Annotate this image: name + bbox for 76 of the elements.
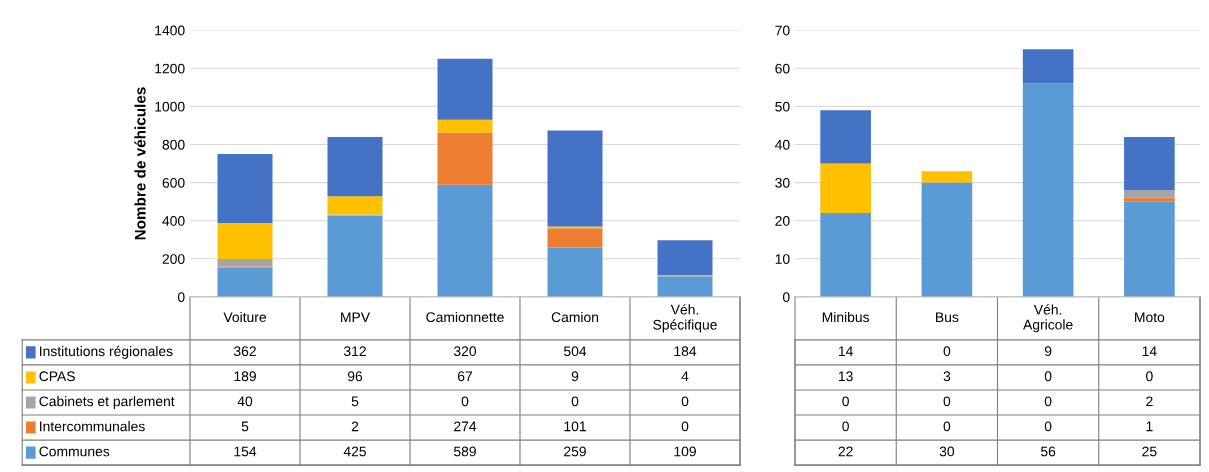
x-tick-label: Voiture (223, 311, 267, 323)
data-label: 312 (343, 346, 366, 357)
x-tick-label: Véh. Spécifique (653, 304, 717, 333)
data-label: 9 (1044, 346, 1052, 357)
data-label: 362 (233, 346, 256, 357)
data-label: 22 (838, 446, 853, 457)
data-label: 320 (453, 346, 477, 357)
data-label: 0 (1146, 371, 1153, 382)
legend-label: CPAS (39, 371, 75, 382)
x-tick-label: Camion (551, 311, 599, 323)
data-label: 14 (838, 346, 853, 356)
data-label: 589 (453, 446, 476, 457)
data-label: 14 (1142, 346, 1157, 356)
data-label: 0 (461, 396, 469, 407)
data-label: 184 (674, 346, 697, 357)
data-label: 4 (681, 371, 689, 382)
data-label: 189 (234, 371, 256, 382)
y-tick-label: 400 (162, 216, 185, 226)
data-label: 56 (1040, 446, 1056, 457)
data-label: 504 (563, 346, 587, 357)
y-tick-label: 600 (162, 177, 185, 188)
data-label: 0 (943, 396, 951, 407)
y-tick-label: 20 (775, 216, 790, 226)
legend-label: Communes (39, 446, 110, 457)
data-label: 0 (1044, 421, 1052, 432)
x-tick-label: Camionnette (426, 311, 504, 323)
data-label: 274 (454, 421, 477, 432)
data-label: 9 (571, 371, 579, 382)
x-tick-label: MPV (341, 312, 370, 322)
data-label: 425 (343, 446, 367, 457)
data-label: 0 (943, 346, 951, 357)
y-axis-title: Nombre de véhicules (134, 87, 146, 240)
y-tick-label: 70 (775, 25, 790, 36)
x-tick-label: Bus (936, 312, 959, 323)
y-tick-label: 40 (775, 139, 790, 150)
y-tick-label: 200 (162, 254, 185, 264)
data-label: 25 (1142, 446, 1157, 457)
data-label: 154 (234, 446, 257, 457)
data-label: 96 (347, 371, 363, 382)
data-label: 101 (564, 421, 586, 432)
legend-label: Institutions régionales (40, 345, 173, 359)
data-label: 0 (1044, 396, 1052, 407)
data-label: 3 (943, 371, 951, 382)
data-label: 0 (681, 396, 689, 407)
y-tick-label: 0 (782, 292, 790, 303)
data-label: 40 (237, 396, 253, 407)
data-label: 30 (939, 446, 955, 457)
data-label: 0 (571, 396, 579, 407)
y-tick-label: 10 (775, 254, 790, 264)
data-label: 0 (681, 421, 689, 432)
y-tick-label: 1200 (155, 63, 185, 74)
data-label: 109 (674, 446, 696, 457)
data-label: 1 (1146, 421, 1153, 432)
data-label: 0 (842, 421, 849, 432)
data-label: 2 (1146, 396, 1153, 407)
x-tick-label: Véh. Agricole (1023, 304, 1073, 333)
data-label: 0 (1044, 371, 1052, 382)
data-label: 0 (842, 396, 849, 407)
data-label: 0 (943, 421, 951, 432)
data-label: 13 (838, 371, 853, 382)
data-label: 5 (241, 421, 249, 432)
data-label: 5 (351, 396, 359, 407)
y-tick-label: 50 (775, 101, 790, 112)
data-label: 2 (351, 421, 359, 432)
data-label: 67 (457, 371, 473, 382)
y-tick-label: 800 (162, 139, 185, 150)
y-tick-label: 1400 (155, 25, 185, 36)
y-tick-label: 30 (775, 177, 790, 188)
x-tick-label: Minibus (822, 311, 870, 323)
data-label: 259 (564, 446, 586, 457)
y-tick-label: 1000 (155, 101, 185, 112)
legend-label: Cabinets et parlement (39, 396, 175, 409)
y-tick-label: 60 (775, 63, 790, 74)
y-tick-label: 0 (177, 292, 185, 303)
legend-label: Intercommunales (40, 421, 145, 432)
x-tick-label: Moto (1135, 312, 1165, 323)
